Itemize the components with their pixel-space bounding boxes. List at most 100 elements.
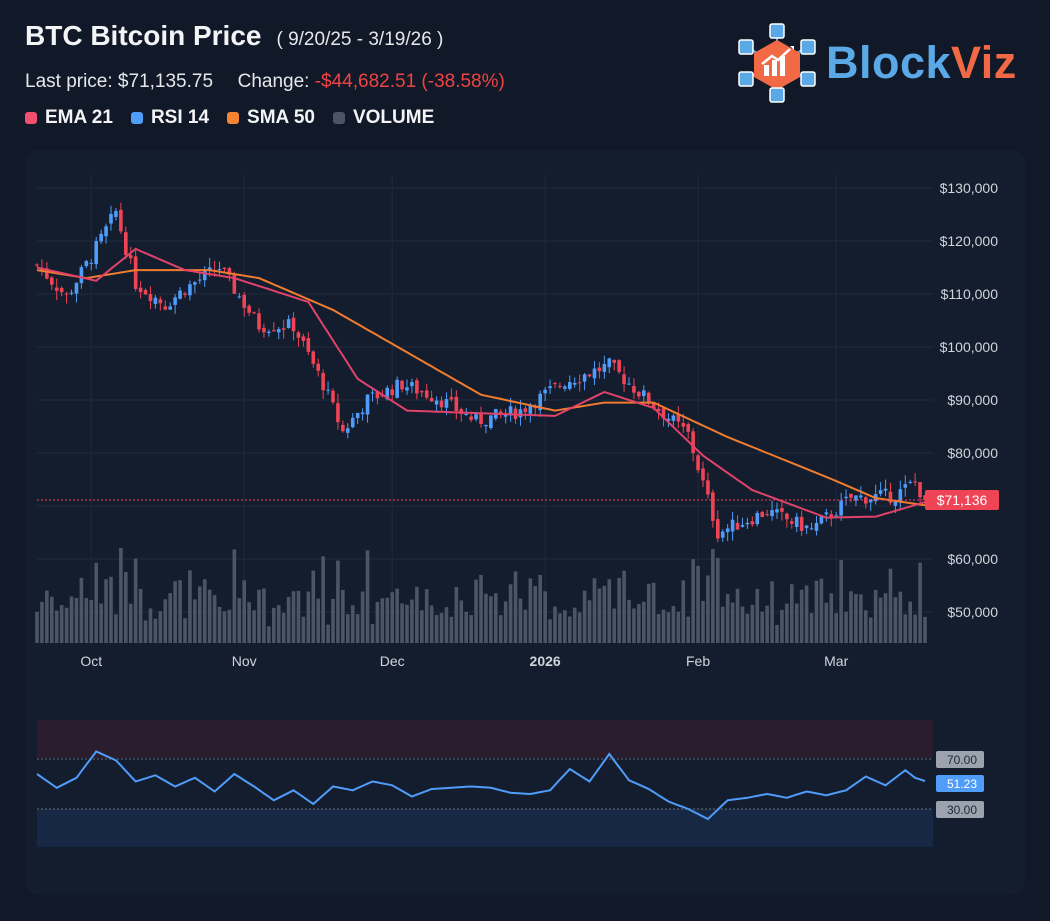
volume-bar (686, 616, 690, 643)
candle (193, 282, 197, 285)
candle (346, 428, 350, 433)
candle (178, 290, 182, 299)
volume-bar (242, 580, 246, 643)
legend-item-ema[interactable]: EMA 21 (25, 107, 113, 129)
volume-bar (498, 615, 503, 643)
legend-item-rsi[interactable]: RSI 14 (130, 107, 209, 129)
volume-bar (474, 579, 478, 643)
candle (400, 380, 404, 390)
candle (360, 412, 365, 415)
volume-bar (370, 623, 375, 643)
legend-item-sma[interactable]: SMA 50 (227, 107, 315, 129)
volume-bar (99, 603, 103, 643)
candle (666, 418, 671, 421)
x-tick-label: Nov (232, 653, 257, 669)
x-tick-label: Oct (80, 653, 102, 669)
volume-bar (400, 603, 404, 643)
volume-bar (232, 549, 237, 643)
candle (706, 480, 710, 495)
candle (809, 528, 814, 530)
volume-bar (252, 610, 256, 643)
blockviz-cube-icon (738, 23, 816, 103)
candle (883, 488, 888, 491)
volume-bar (89, 599, 94, 643)
candle (908, 481, 912, 483)
candle (252, 312, 256, 314)
volume-bar (794, 603, 799, 643)
candle (627, 383, 631, 385)
volume-bar (163, 599, 168, 643)
candle (597, 367, 602, 372)
volume-bar (469, 615, 473, 643)
candle (420, 391, 424, 393)
candle (104, 226, 108, 237)
candle (410, 382, 414, 387)
legend-item-volume[interactable]: VOLUME (332, 107, 434, 129)
volume-bar (760, 611, 764, 643)
volume-bar (711, 549, 715, 643)
candle (350, 417, 355, 428)
candle (508, 406, 513, 416)
volume-bar (262, 588, 266, 643)
candle (114, 211, 118, 217)
volume-bar (878, 597, 883, 643)
candle (35, 264, 39, 266)
x-axis-labels: Oct Nov Dec 2026 Feb Mar (80, 653, 848, 669)
volume-bar (390, 592, 394, 643)
y-tick-label: $80,000 (947, 445, 998, 461)
last-price-tag-label: $71,136 (937, 492, 988, 508)
candle (716, 519, 720, 539)
last-price-tag: $71,136 (925, 489, 999, 510)
volume-bar (306, 591, 311, 643)
volume-bar (563, 610, 567, 643)
volume-bar (380, 598, 385, 643)
volume-bar (740, 606, 745, 643)
candle (109, 213, 113, 224)
volume-bar (424, 589, 429, 643)
volume-bar (444, 607, 449, 643)
volume-bar (420, 610, 424, 643)
candle (281, 328, 286, 330)
candle (859, 495, 863, 498)
last-price: Last price: $71,135.75 (25, 71, 214, 92)
candle (484, 424, 488, 427)
volume-bar (829, 593, 834, 643)
volume-bar (188, 570, 192, 643)
legend-swatch (227, 112, 240, 124)
y-tick-label: $90,000 (947, 392, 998, 408)
candle (538, 393, 542, 411)
volume-bar (582, 590, 587, 643)
candle (469, 416, 473, 420)
volume-bar (365, 550, 370, 643)
legend-label: SMA 50 (247, 107, 315, 128)
candle (839, 500, 843, 516)
volume-bar (720, 606, 725, 643)
volume-bar (247, 602, 251, 643)
candle (99, 233, 103, 242)
candle (577, 382, 582, 384)
volume-bar (109, 576, 113, 643)
candle (321, 373, 325, 391)
y-axis-labels: $130,000 $120,000 $110,000 $100,000 $90,000 $… (940, 180, 999, 620)
volume-bar (222, 611, 227, 643)
change-label: Change: (237, 71, 310, 92)
volume-bar (207, 589, 212, 643)
volume-bar (622, 570, 626, 643)
volume-bar (799, 589, 804, 643)
candle (242, 294, 246, 308)
blockviz-logo: BlockViz (734, 20, 1017, 106)
volume-bar (513, 571, 518, 643)
volume-bar (173, 581, 177, 643)
candle (183, 293, 187, 295)
volume-bar (706, 575, 710, 643)
candle (681, 422, 686, 427)
volume-bar (355, 614, 360, 643)
candle (582, 374, 587, 382)
grid-lines (37, 175, 933, 643)
volume-bar (770, 581, 774, 643)
candle (439, 400, 444, 408)
volume-bar (809, 613, 814, 643)
candle (686, 424, 690, 432)
candle (365, 394, 370, 415)
